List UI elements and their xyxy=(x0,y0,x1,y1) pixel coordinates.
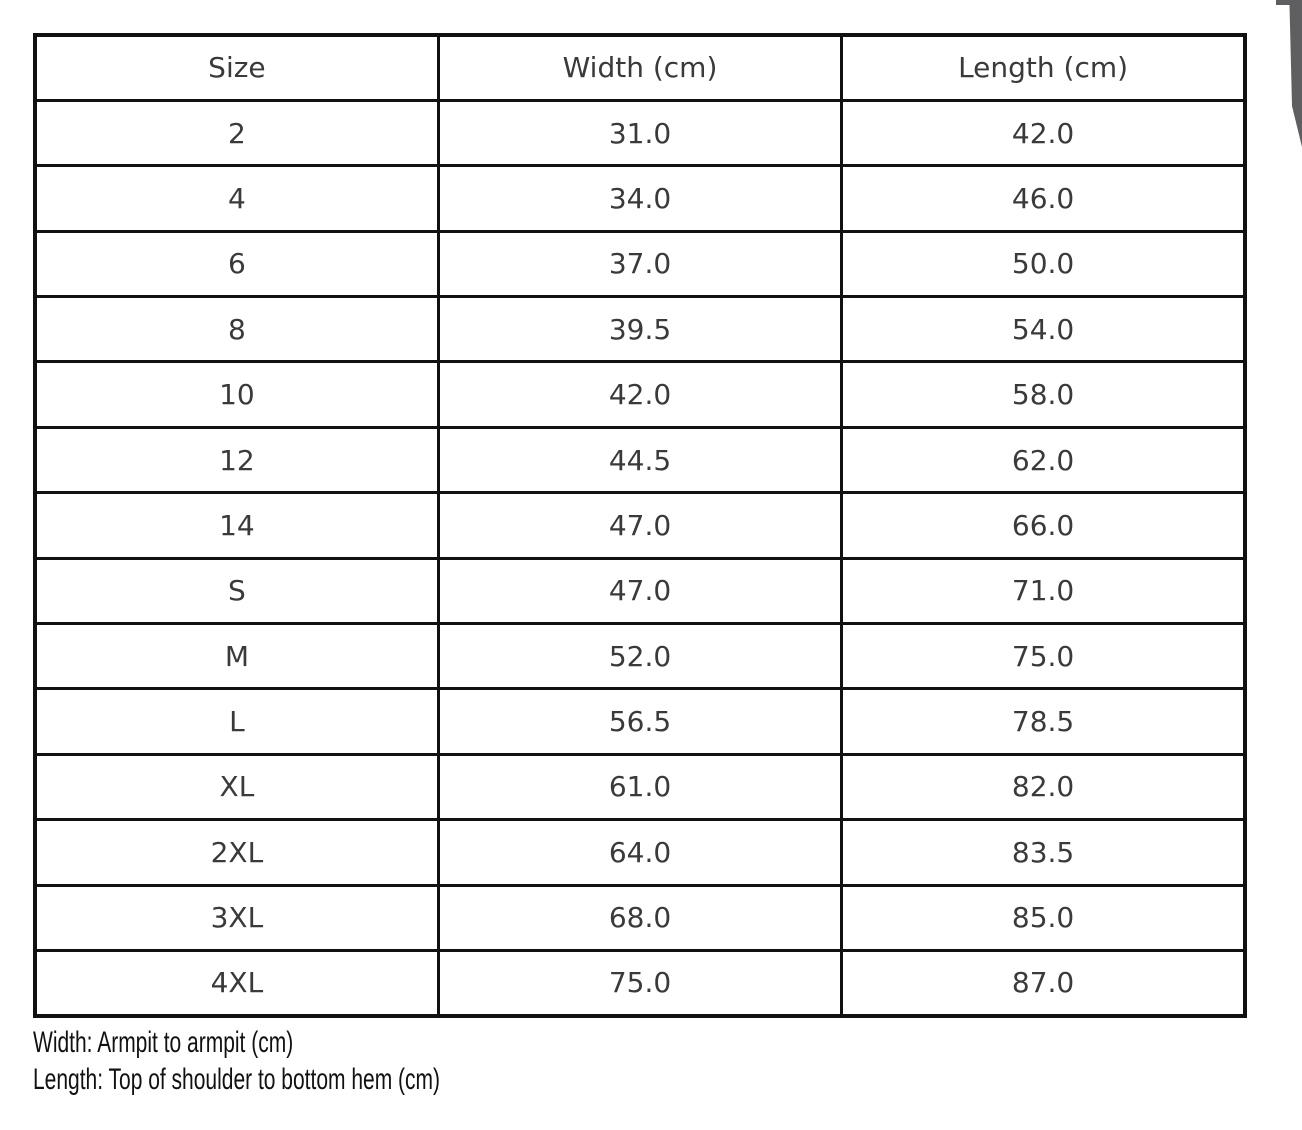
width-cell: 56.5 xyxy=(436,687,844,756)
length-cell: 71.0 xyxy=(840,556,1247,626)
corner-wedge-icon xyxy=(1276,0,1302,147)
table-row: 2XL 64.0 83.5 xyxy=(33,818,1247,887)
table-row: 12 44.5 62.0 xyxy=(33,425,1247,495)
length-cell: 62.0 xyxy=(840,425,1247,495)
length-cell: 58.0 xyxy=(840,360,1247,429)
width-cell: 75.0 xyxy=(436,948,844,1018)
length-cell: 42.0 xyxy=(840,98,1247,168)
column-header-size: Size xyxy=(33,33,440,102)
column-header-width: Width (cm) xyxy=(436,33,844,102)
width-cell: 47.0 xyxy=(436,556,844,626)
width-cell: 61.0 xyxy=(436,752,844,822)
width-cell: 37.0 xyxy=(436,229,844,299)
table-row: 3XL 68.0 85.0 xyxy=(33,883,1247,952)
width-cell: 39.5 xyxy=(436,295,844,364)
size-cell: L xyxy=(33,687,440,756)
size-cell: 14 xyxy=(33,491,440,560)
length-cell: 83.5 xyxy=(840,818,1247,887)
length-cell: 66.0 xyxy=(840,491,1247,560)
length-cell: 85.0 xyxy=(840,883,1247,952)
length-cell: 78.5 xyxy=(840,687,1247,756)
table-row: 10 42.0 58.0 xyxy=(33,360,1247,429)
width-cell: 47.0 xyxy=(436,491,844,560)
width-cell: 64.0 xyxy=(436,818,844,887)
size-cell: 4XL xyxy=(33,948,440,1018)
length-footnote: Length: Top of shoulder to bottom hem (c… xyxy=(33,1063,441,1096)
table-row: XL 61.0 82.0 xyxy=(33,752,1247,822)
length-cell: 50.0 xyxy=(840,229,1247,299)
size-cell: 6 xyxy=(33,229,440,299)
table-row: 4 34.0 46.0 xyxy=(33,164,1247,233)
size-cell: XL xyxy=(33,752,440,822)
width-cell: 68.0 xyxy=(436,883,844,952)
table-row: 6 37.0 50.0 xyxy=(33,229,1247,299)
size-cell: 10 xyxy=(33,360,440,429)
width-cell: 52.0 xyxy=(436,622,844,691)
size-cell: 2XL xyxy=(33,818,440,887)
length-cell: 87.0 xyxy=(840,948,1247,1018)
footnotes: Width: Armpit to armpit (cm) Length: Top… xyxy=(33,1024,614,1098)
size-cell: M xyxy=(33,622,440,691)
table-row: S 47.0 71.0 xyxy=(33,556,1247,626)
table-row: 14 47.0 66.0 xyxy=(33,491,1247,560)
table-row: 8 39.5 54.0 xyxy=(33,295,1247,364)
table-row: L 56.5 78.5 xyxy=(33,687,1247,756)
size-cell: 2 xyxy=(33,98,440,168)
width-cell: 34.0 xyxy=(436,164,844,233)
size-cell: S xyxy=(33,556,440,626)
width-cell: 31.0 xyxy=(436,98,844,168)
length-cell: 46.0 xyxy=(840,164,1247,233)
length-cell: 75.0 xyxy=(840,622,1247,691)
width-footnote: Width: Armpit to armpit (cm) xyxy=(33,1026,294,1059)
width-cell: 42.0 xyxy=(436,360,844,429)
table-row: 4XL 75.0 87.0 xyxy=(33,948,1247,1018)
length-cell: 54.0 xyxy=(840,295,1247,364)
header-row: Size Width (cm) Length (cm) xyxy=(33,33,1247,102)
table-row: M 52.0 75.0 xyxy=(33,622,1247,691)
corner-wedge-shape xyxy=(1276,0,1302,147)
size-cell: 3XL xyxy=(33,883,440,952)
size-cell: 4 xyxy=(33,164,440,233)
size-cell: 8 xyxy=(33,295,440,364)
size-cell: 12 xyxy=(33,425,440,495)
width-cell: 44.5 xyxy=(436,425,844,495)
column-header-length: Length (cm) xyxy=(840,33,1247,102)
table-row: 2 31.0 42.0 xyxy=(33,98,1247,168)
length-cell: 82.0 xyxy=(840,752,1247,822)
size-chart-table: Size Width (cm) Length (cm) 2 31.0 42.0 … xyxy=(33,33,1247,1018)
